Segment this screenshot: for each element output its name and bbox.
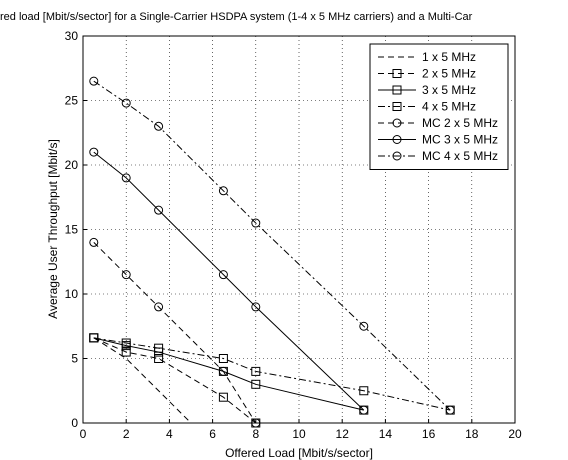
- series-6: [89, 147, 369, 415]
- data-point: [251, 366, 261, 376]
- x-tick-label: 20: [508, 427, 522, 441]
- series-4: [89, 333, 455, 415]
- legend-entry: MC 2 x 5 MHz: [378, 116, 498, 130]
- x-tick-label: 10: [292, 427, 306, 441]
- data-point: [218, 270, 228, 280]
- x-tick-label: 2: [123, 427, 130, 441]
- legend-label: 1 x 5 MHz: [422, 50, 476, 64]
- series-7: [89, 76, 455, 415]
- legend-marker: [392, 102, 402, 111]
- data-point: [121, 173, 131, 183]
- y-tick-label: 25: [65, 94, 79, 108]
- legend-entry: 2 x 5 MHz: [378, 67, 476, 81]
- series-line: [93, 337, 364, 411]
- data-point: [251, 218, 261, 228]
- legend: 1 x 5 MHz 2 x 5 MHz 3 x 5 MHz 4 x 5 MHz MC 2…: [369, 43, 509, 170]
- x-tick-label: 16: [422, 427, 436, 441]
- x-tick-label: 14: [379, 427, 393, 441]
- legend-entry: 4 x 5 MHz: [378, 100, 476, 114]
- data-point: [89, 237, 99, 247]
- legend-entry: MC 3 x 5 MHz: [378, 133, 498, 147]
- data-point: [121, 98, 131, 108]
- series-line: [93, 337, 451, 411]
- data-point: [154, 302, 164, 312]
- legend-label: 4 x 5 MHz: [422, 100, 476, 114]
- data-point: [154, 121, 164, 131]
- data-point: [218, 392, 228, 402]
- series-layer: [89, 76, 455, 428]
- series-5: [89, 237, 261, 428]
- chart-title: red load [Mbit/s/sector] for a Single-Ca…: [0, 11, 473, 23]
- y-tick-label: 10: [65, 287, 79, 301]
- data-point: [251, 302, 261, 312]
- data-point: [154, 205, 164, 215]
- legend-marker: [392, 135, 402, 144]
- series-line: [93, 80, 451, 411]
- legend-marker: [392, 151, 402, 161]
- x-tick-label: 12: [336, 427, 350, 441]
- x-tick-label: 0: [80, 427, 87, 441]
- legend-label: MC 2 x 5 MHz: [422, 116, 498, 130]
- y-tick-label: 5: [71, 352, 78, 366]
- series-line: [93, 337, 192, 424]
- y-tick-label: 0: [71, 416, 78, 430]
- data-point: [218, 354, 228, 363]
- x-tick-label: 18: [465, 427, 479, 441]
- y-tick-label: 30: [65, 29, 79, 43]
- legend-label: 3 x 5 MHz: [422, 83, 476, 97]
- series-line: [93, 337, 257, 424]
- data-point: [121, 338, 131, 348]
- data-point: [218, 366, 228, 376]
- x-tick-label: 8: [252, 427, 259, 441]
- legend-entry: 1 x 5 MHz: [378, 50, 476, 64]
- y-tick-label: 20: [65, 158, 79, 172]
- data-point: [218, 186, 228, 196]
- legend-label: MC 4 x 5 MHz: [422, 149, 498, 163]
- axis-ticks: 0 2 4 6 8 10 12 14 16 18 20 0 5 10 15 20 25 30: [65, 29, 522, 441]
- x-axis-label: Offered Load [Mbit/s/sector]: [225, 446, 373, 460]
- data-point: [359, 321, 369, 331]
- series-line: [93, 242, 257, 424]
- data-point: [89, 147, 99, 157]
- series-2: [89, 333, 261, 428]
- data-point: [445, 405, 455, 415]
- data-point: [89, 333, 99, 343]
- data-point: [251, 379, 261, 389]
- data-point: [359, 386, 369, 396]
- legend-marker: [392, 85, 402, 95]
- data-point: [359, 405, 369, 415]
- series-line: [93, 151, 365, 411]
- y-tick-label: 15: [65, 223, 79, 237]
- y-axis-label: Average User Throughput [Mbit/s]: [46, 139, 60, 319]
- data-point: [89, 76, 99, 86]
- data-point: [154, 354, 164, 363]
- legend-label: 2 x 5 MHz: [422, 67, 476, 81]
- legend-entry: 3 x 5 MHz: [378, 83, 476, 97]
- series-1: [93, 337, 192, 424]
- legend-marker: [392, 118, 402, 128]
- data-point: [121, 270, 131, 280]
- data-point: [121, 347, 131, 357]
- x-tick-label: 4: [166, 427, 173, 441]
- data-point: [154, 343, 164, 353]
- legend-entry: MC 4 x 5 MHz: [378, 149, 498, 163]
- legend-label: MC 3 x 5 MHz: [422, 133, 498, 147]
- x-tick-label: 6: [209, 427, 216, 441]
- legend-marker: [392, 69, 402, 78]
